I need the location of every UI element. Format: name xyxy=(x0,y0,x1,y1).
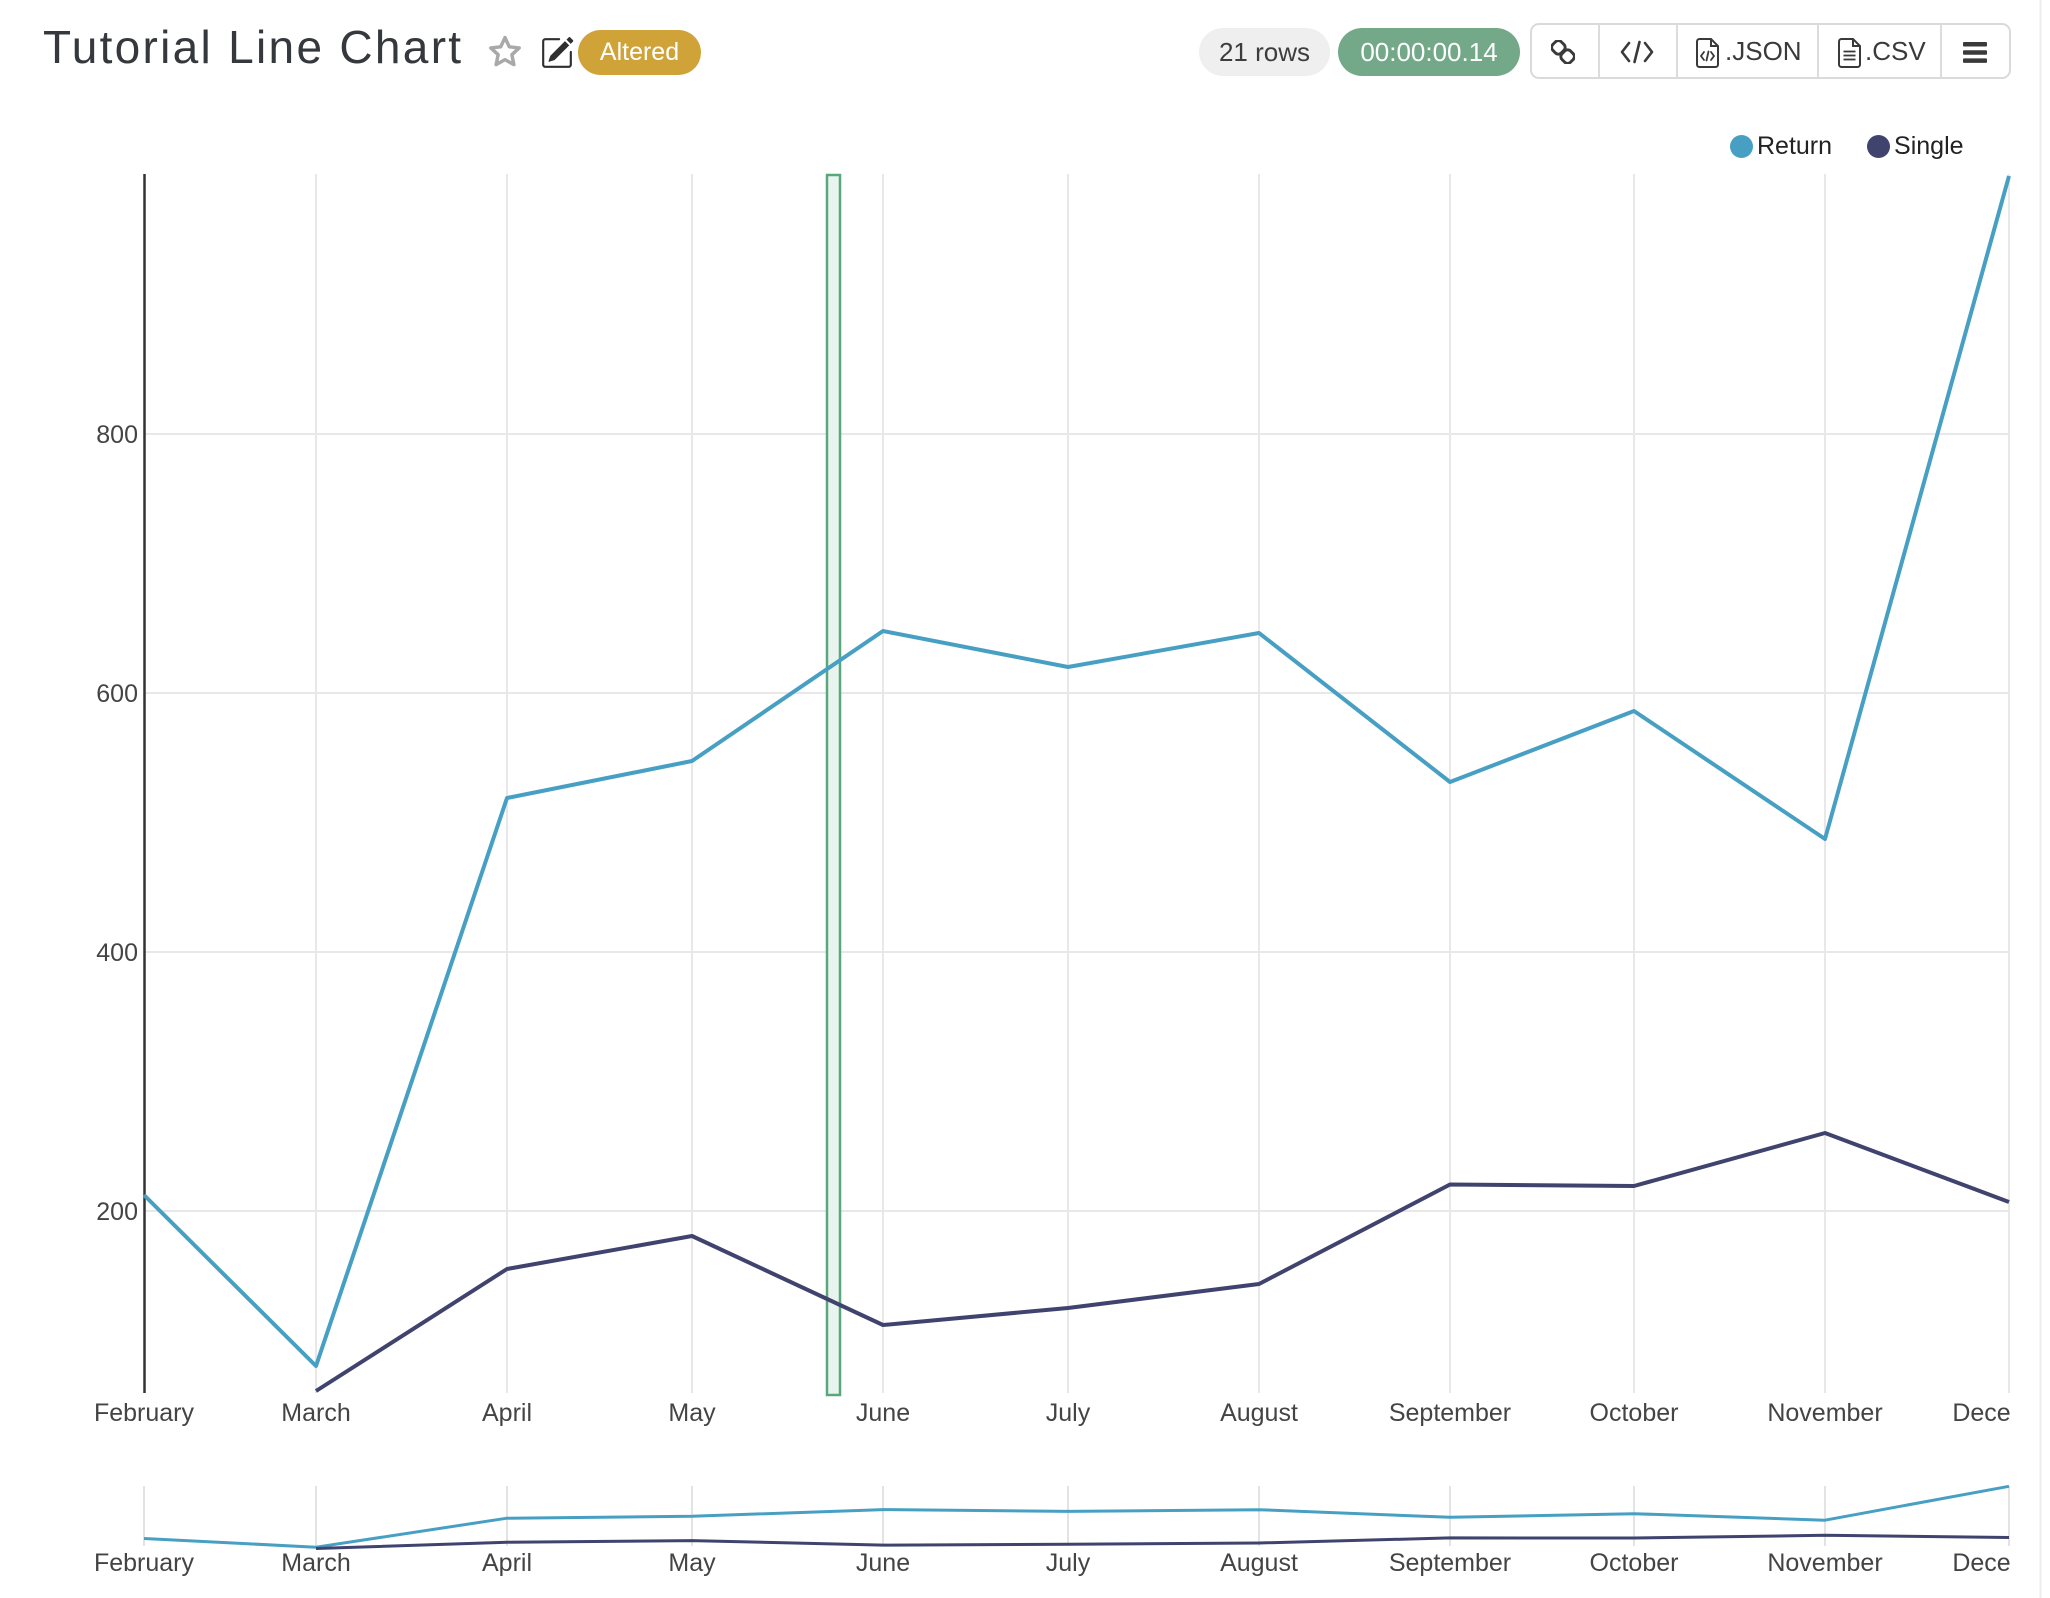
svg-text:800: 800 xyxy=(96,421,138,449)
svg-text:March: March xyxy=(281,1399,350,1427)
svg-text:May: May xyxy=(668,1399,716,1427)
svg-text:October: October xyxy=(1590,1399,1679,1427)
svg-text:600: 600 xyxy=(96,680,138,708)
svg-text:February: February xyxy=(94,1399,195,1427)
svg-text:September: September xyxy=(1389,1399,1511,1427)
svg-text:April: April xyxy=(482,1399,532,1427)
svg-text:July: July xyxy=(1046,1399,1091,1427)
svg-text:August: August xyxy=(1220,1549,1298,1577)
svg-text:April: April xyxy=(482,1549,532,1577)
svg-text:October: October xyxy=(1590,1549,1679,1577)
svg-text:December: December xyxy=(1952,1549,2050,1577)
svg-text:September: September xyxy=(1389,1549,1511,1577)
svg-text:400: 400 xyxy=(96,939,138,967)
svg-text:June: June xyxy=(856,1399,910,1427)
svg-text:March: March xyxy=(281,1549,350,1577)
svg-text:August: August xyxy=(1220,1399,1298,1427)
svg-text:November: November xyxy=(1767,1549,1882,1577)
svg-text:June: June xyxy=(856,1549,910,1577)
svg-text:December: December xyxy=(1952,1399,2050,1427)
svg-text:February: February xyxy=(94,1549,195,1577)
svg-text:July: July xyxy=(1046,1549,1091,1577)
svg-text:May: May xyxy=(668,1549,716,1577)
svg-text:200: 200 xyxy=(96,1198,138,1226)
svg-text:November: November xyxy=(1767,1399,1882,1427)
